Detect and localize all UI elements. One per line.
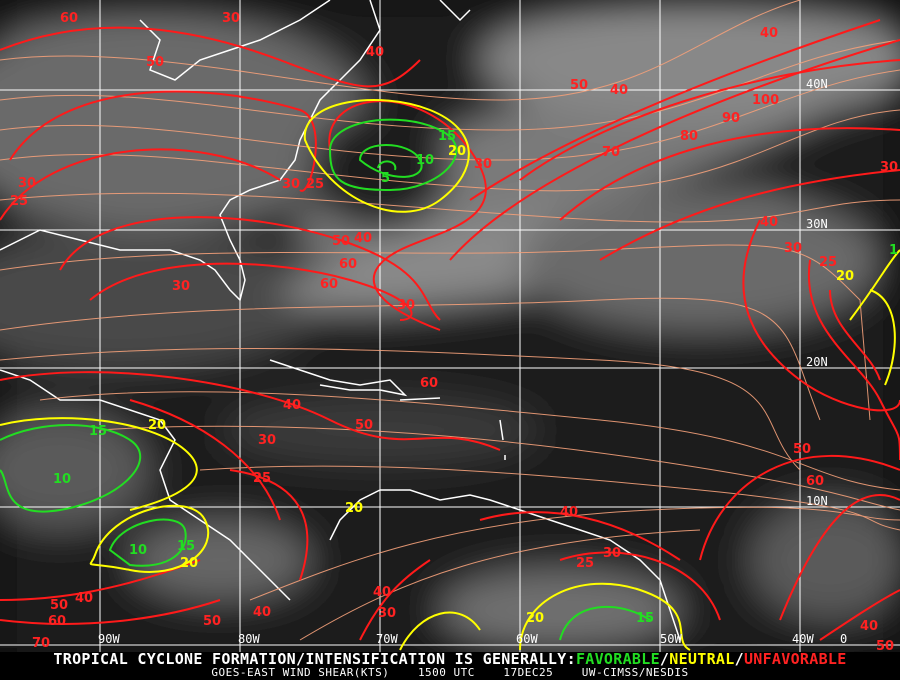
contour-label-green: 5 bbox=[381, 171, 390, 186]
contour-label-yellow: 20 bbox=[148, 418, 166, 433]
legend-favorable: FAVORABLE bbox=[575, 650, 660, 668]
contour-label-red: 50 bbox=[50, 598, 68, 613]
contour-label-red: 50 bbox=[146, 55, 164, 70]
streamlines bbox=[0, 0, 900, 641]
lat-label: 30N bbox=[806, 217, 828, 231]
contour-label-red: 60 bbox=[60, 11, 78, 26]
shear-contours-neutral bbox=[0, 99, 900, 651]
lat-label: 10N bbox=[806, 494, 828, 508]
contour-label-red: 40 bbox=[610, 83, 628, 98]
contour-label-red: 25 bbox=[10, 194, 28, 209]
legend-sep: / bbox=[659, 650, 670, 668]
lat-label: 0 bbox=[840, 632, 847, 646]
product-time: 1500 UTC bbox=[417, 666, 475, 679]
product-source: UW-CIMSS/NESDIS bbox=[581, 666, 689, 679]
contour-label-red: 40 bbox=[366, 45, 384, 60]
footer: TROPICAL CYCLONE FORMATION/INTENSIFICATI… bbox=[0, 652, 900, 680]
legend-sep: / bbox=[734, 650, 744, 668]
lon-label: 60W bbox=[516, 632, 538, 646]
contour-label-yellow: 20 bbox=[836, 269, 854, 284]
contour-label-red: 40 bbox=[560, 505, 578, 520]
contour-label-yellow: 20 bbox=[180, 556, 198, 571]
contour-label-yellow: 20 bbox=[345, 501, 363, 516]
contour-label-yellow: 20 bbox=[448, 144, 466, 159]
contour-label-green: 10 bbox=[53, 472, 71, 487]
contour-label-red: 50 bbox=[355, 418, 373, 433]
contour-label-red: 40 bbox=[860, 619, 878, 634]
contour-label-red: 30 bbox=[603, 546, 621, 561]
product-info: GOES-EAST WIND SHEAR(KTS) 1500 UTC 17DEC… bbox=[0, 667, 900, 679]
shear-contours-favorable bbox=[0, 118, 651, 641]
contour-label-red: 30 bbox=[378, 606, 396, 621]
product-name: GOES-EAST WIND SHEAR(KTS) bbox=[211, 666, 390, 679]
contour-label-green: 10 bbox=[416, 153, 434, 168]
contour-label-green: 1 bbox=[889, 243, 898, 258]
contour-label-red: 50 bbox=[793, 442, 811, 457]
contour-label-red: 50 bbox=[203, 614, 221, 629]
legend-line: TROPICAL CYCLONE FORMATION/INTENSIFICATI… bbox=[0, 652, 900, 667]
contour-label-red: 30 bbox=[880, 160, 898, 175]
contour-label-red: 60 bbox=[420, 376, 438, 391]
contour-label-red: 40 bbox=[354, 231, 372, 246]
shear-contours-unfavorable bbox=[0, 19, 900, 641]
contour-label-red: 30 bbox=[784, 241, 802, 256]
contour-label-red: 30 bbox=[18, 176, 36, 191]
lon-label: 40W bbox=[792, 632, 814, 646]
contour-label-red: 25 bbox=[819, 255, 837, 270]
contour-label-red: 40 bbox=[283, 398, 301, 413]
contour-label-red: 60 bbox=[339, 257, 357, 272]
contour-label-red: 30 bbox=[172, 279, 190, 294]
contour-label-green: 15 bbox=[438, 129, 456, 144]
contour-label-red: 70 bbox=[32, 636, 50, 651]
contour-label-red: 40 bbox=[760, 215, 778, 230]
contour-label-red: 50 bbox=[332, 234, 350, 249]
contour-label-red: 80 bbox=[680, 129, 698, 144]
contour-label-red: 90 bbox=[722, 111, 740, 126]
satellite-imagery bbox=[0, 0, 900, 660]
contour-label-red: 25 bbox=[306, 177, 324, 192]
contour-label-red: 30 bbox=[474, 157, 492, 172]
lat-label: 40N bbox=[806, 77, 828, 91]
lon-label: 80W bbox=[238, 632, 260, 646]
contour-label-red: 30 bbox=[222, 11, 240, 26]
contour-label-red: 30 bbox=[282, 177, 300, 192]
contour-label-red: 70 bbox=[602, 145, 620, 160]
contour-label-red: 50 bbox=[876, 639, 894, 654]
contour-label-red: 25 bbox=[576, 556, 594, 571]
contour-label-red: 60 bbox=[48, 614, 66, 629]
grid-labels: 90W 80W 70W 60W 50W 40W 40N 30N 20N 10N … bbox=[98, 77, 847, 646]
product-date: 17DEC25 bbox=[503, 666, 554, 679]
lon-label: 90W bbox=[98, 632, 120, 646]
contour-label-green: 15 bbox=[177, 539, 195, 554]
contour-label-red: 25 bbox=[253, 471, 271, 486]
lon-label: 50W bbox=[660, 632, 682, 646]
contour-label-red: 40 bbox=[75, 591, 93, 606]
contour-label-green: 15 bbox=[636, 611, 654, 626]
lat-label: 20N bbox=[806, 355, 828, 369]
contour-label-red: 40 bbox=[253, 605, 271, 620]
contour-label-red: 50 bbox=[570, 78, 588, 93]
contour-label-red: 60 bbox=[806, 474, 824, 489]
contour-label-red: 40 bbox=[373, 585, 391, 600]
legend-neutral: NEUTRAL bbox=[669, 650, 735, 668]
legend-unfavorable: UNFAVORABLE bbox=[743, 650, 847, 668]
contour-label-red: 30 bbox=[397, 298, 415, 313]
contour-label-red: 40 bbox=[760, 26, 778, 41]
contour-label-green: 15 bbox=[89, 424, 107, 439]
lon-label: 70W bbox=[376, 632, 398, 646]
contour-label-red: 30 bbox=[258, 433, 276, 448]
contour-label-yellow: 20 bbox=[526, 611, 544, 626]
contour-label-green: 10 bbox=[129, 543, 147, 558]
contour-label-red: 100 bbox=[752, 93, 779, 108]
legend-prefix: TROPICAL CYCLONE FORMATION/INTENSIFICATI… bbox=[53, 650, 576, 668]
contour-label-red: 60 bbox=[320, 277, 338, 292]
coastlines bbox=[0, 0, 681, 641]
